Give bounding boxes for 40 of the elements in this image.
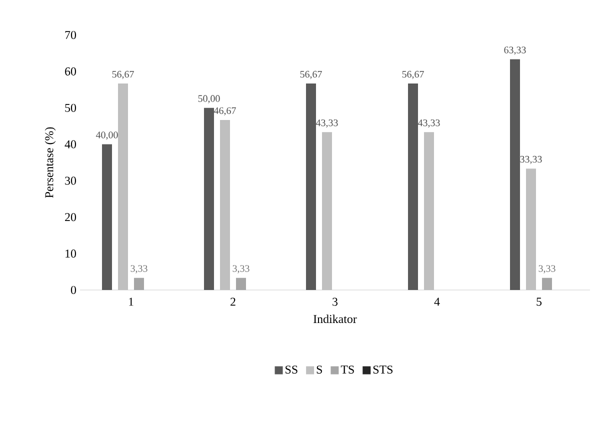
legend-label: SS	[286, 366, 298, 374]
legend-label: TS	[340, 366, 354, 374]
y-tick-label: 50	[65, 104, 76, 112]
bar	[306, 84, 316, 290]
bar	[510, 59, 520, 290]
bar	[102, 144, 112, 290]
x-tick-label: 4	[434, 298, 440, 306]
data-label: 33,33	[520, 156, 542, 164]
bar	[134, 278, 144, 290]
x-tick-label: 2	[230, 298, 236, 306]
legend-label: S	[316, 366, 322, 374]
data-label: 50,00	[198, 95, 220, 104]
y-axis-title: Persentase (%)	[44, 127, 56, 198]
x-tick-label: 3	[332, 298, 338, 306]
y-tick-label: 60	[65, 67, 76, 76]
y-tick-label: 20	[65, 213, 76, 222]
data-label: 3,33	[538, 265, 556, 274]
data-label: 46,67	[214, 107, 236, 116]
data-label: 56,67	[300, 70, 322, 80]
legend-label: STS	[373, 366, 392, 374]
bar	[408, 84, 418, 290]
data-label: 56,67	[402, 70, 424, 80]
y-tick-label: 40	[64, 140, 76, 148]
data-label: 3,33	[232, 265, 250, 274]
y-tick-label: 0	[70, 286, 76, 294]
bar	[236, 278, 246, 290]
data-label: 43,33	[418, 120, 440, 128]
bar	[204, 108, 214, 290]
data-label: 43,33	[316, 120, 338, 128]
y-tick-label: 10	[66, 250, 76, 258]
y-tick-label: 30	[65, 176, 76, 185]
x-tick-label: 5	[536, 298, 542, 306]
data-label: 56,67	[112, 70, 134, 80]
data-label: 3,33	[130, 265, 148, 274]
data-label: 63,33	[504, 46, 526, 55]
bar	[542, 278, 552, 290]
x-tick-label: 1	[129, 298, 134, 306]
y-tick-label: 70	[65, 30, 76, 40]
x-axis-title: Indikator	[314, 314, 357, 324]
data-label: 40,00	[96, 132, 118, 140]
